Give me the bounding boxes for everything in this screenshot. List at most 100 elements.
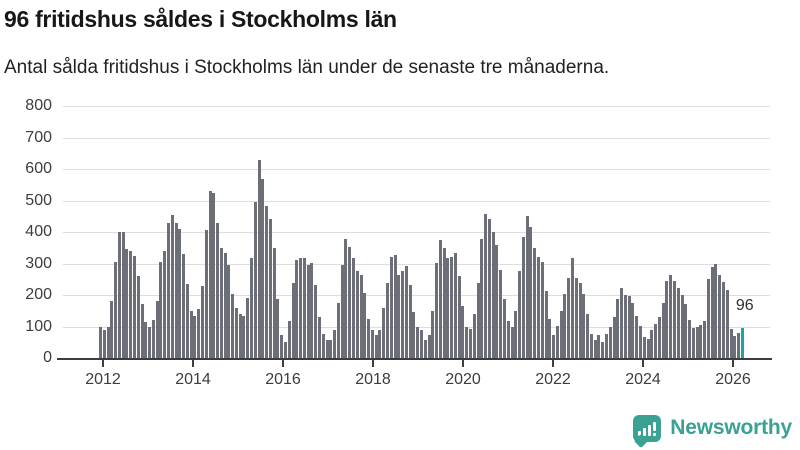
bar	[672, 281, 676, 358]
bar	[174, 222, 178, 358]
bar	[586, 313, 590, 358]
bar	[393, 254, 397, 358]
bar	[567, 277, 571, 358]
bar	[408, 284, 412, 358]
bar	[469, 328, 473, 358]
gridline-800	[63, 106, 770, 107]
bar	[185, 283, 189, 358]
x-axis-tick-label: 2020	[445, 371, 481, 388]
bar	[461, 305, 465, 358]
bar	[423, 340, 427, 358]
bar	[691, 327, 695, 358]
bar	[117, 232, 121, 358]
bar	[367, 318, 371, 358]
y-axis-tick-label: 300	[25, 254, 52, 272]
bar	[669, 275, 673, 358]
bar	[299, 258, 303, 358]
bar	[163, 250, 167, 358]
y-axis-tick-label: 200	[25, 286, 52, 303]
bar	[397, 274, 401, 358]
bar	[284, 342, 288, 358]
bar	[631, 302, 635, 358]
bar	[589, 333, 593, 358]
bar	[416, 326, 420, 358]
bar	[537, 256, 541, 358]
x-axis-tick	[282, 360, 284, 367]
bar	[219, 247, 223, 358]
gridline-500	[63, 200, 770, 202]
bar	[503, 299, 507, 358]
x-axis-tick-label: 2012	[85, 371, 121, 388]
gridline-600	[63, 169, 770, 170]
bar	[601, 341, 605, 358]
bar	[336, 302, 340, 358]
bar	[450, 256, 454, 358]
x-axis-tick-label: 2018	[355, 371, 391, 388]
exclamation-mark-icon	[653, 422, 657, 436]
y-axis-tick-label: 700	[25, 128, 52, 146]
bar	[321, 333, 325, 358]
bar	[514, 310, 518, 358]
bar	[419, 330, 423, 358]
bar	[699, 324, 703, 358]
bar	[555, 325, 559, 358]
bar	[193, 315, 197, 358]
brand-name: Newsworthy	[670, 416, 792, 439]
bar	[650, 329, 654, 358]
x-axis-tick	[552, 360, 554, 367]
bar	[227, 264, 231, 358]
bar	[442, 248, 446, 358]
bar-chart: 96 0 100 200 300 400 500 600 700 800 2012 2014 2016…	[0, 92, 800, 402]
x-axis-line	[57, 358, 772, 360]
bar	[661, 303, 665, 358]
bar	[552, 335, 556, 358]
page-title: 96 fritidshus såldes i Stockholms län	[4, 6, 397, 32]
bar	[446, 258, 450, 358]
gridline-300	[63, 263, 770, 265]
bar	[506, 320, 510, 358]
bar	[121, 232, 125, 358]
bar	[525, 215, 529, 358]
bar	[533, 248, 537, 358]
bar	[280, 335, 284, 358]
gridline-400	[63, 232, 770, 233]
bar	[453, 253, 457, 358]
bar	[646, 338, 650, 358]
bar	[148, 326, 152, 358]
highlight-value-label: 96	[735, 296, 754, 314]
bar	[521, 237, 525, 358]
bar	[616, 299, 620, 358]
bar	[238, 313, 242, 358]
bar	[578, 282, 582, 358]
bar	[559, 310, 563, 358]
bar	[151, 320, 155, 358]
bar	[733, 336, 737, 358]
bar	[136, 276, 140, 358]
bar	[102, 329, 106, 358]
bar	[295, 259, 299, 358]
bar	[604, 333, 608, 358]
bar	[231, 294, 235, 358]
bar	[197, 309, 201, 358]
bar	[246, 297, 250, 358]
bar	[710, 266, 714, 358]
bar	[571, 258, 574, 358]
bar	[484, 214, 488, 358]
bar	[518, 271, 522, 358]
bar	[159, 261, 163, 358]
bar	[189, 310, 193, 358]
bar	[737, 333, 741, 358]
bar	[642, 336, 646, 358]
bar	[223, 253, 227, 358]
bar	[355, 271, 359, 358]
bar	[548, 318, 552, 358]
bar	[476, 282, 480, 358]
bar	[114, 261, 118, 358]
bar	[276, 299, 280, 358]
bar	[608, 327, 612, 358]
bar	[268, 218, 272, 358]
bar	[125, 249, 129, 358]
bar	[438, 240, 442, 358]
bar	[676, 287, 680, 358]
newsworthy-logo-link[interactable]: Newsworthy	[633, 412, 792, 448]
